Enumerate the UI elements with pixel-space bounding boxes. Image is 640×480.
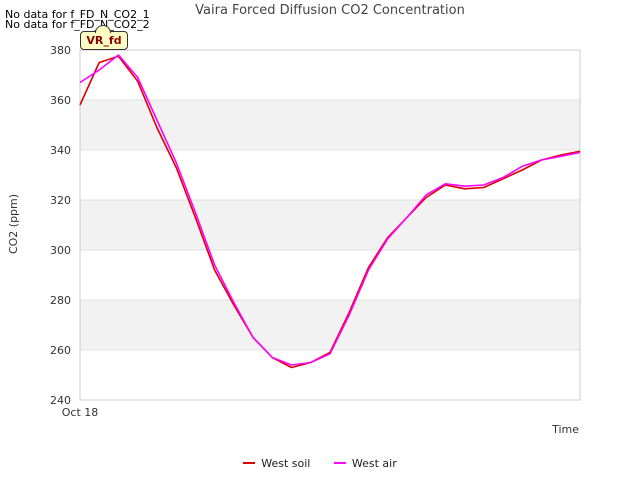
legend-swatch-west-soil — [243, 462, 256, 464]
series-lines — [79, 54, 581, 369]
legend-item-west-soil: West soil — [243, 457, 310, 470]
background-band — [80, 150, 580, 200]
y-axis-label: CO2 (ppm) — [7, 194, 20, 254]
background-band — [80, 300, 580, 350]
legend-item-west-air: West air — [333, 456, 397, 470]
y-tick-label: 340 — [50, 144, 71, 157]
x-axis-label: Time — [551, 423, 579, 436]
y-axis-ticks: 240 260 280 300 320 340 360 380 — [50, 44, 71, 407]
background-bands — [80, 50, 580, 400]
background-band — [80, 350, 580, 400]
plot-frame — [79, 49, 581, 401]
background-band — [80, 200, 580, 250]
legend-label-west-soil: West soil — [261, 456, 311, 470]
y-tick-label: 280 — [50, 294, 71, 307]
legend: West soil West air — [0, 454, 640, 470]
y-tick-label: 320 — [50, 194, 71, 207]
series-line-west-air — [79, 54, 581, 366]
legend-swatch-west-air — [333, 462, 346, 464]
x-tick-label: Oct 18 — [62, 406, 99, 419]
y-tick-label: 380 — [50, 44, 71, 57]
no-data-notice-1: No data for f_FD_N_CO2_1 — [5, 8, 150, 21]
background-band — [80, 250, 580, 300]
background-band — [80, 50, 580, 100]
site-badge: VR_fd — [80, 25, 128, 50]
legend-label-west-air: West air — [351, 456, 397, 470]
y-tick-label: 300 — [50, 244, 71, 257]
no-data-notice-2: No data for f_FD_N_CO2_2 — [5, 18, 150, 31]
y-tick-label: 240 — [50, 394, 71, 407]
x-axis-ticks: Oct 18 — [62, 406, 99, 419]
y-tick-label: 360 — [50, 94, 71, 107]
y-tick-label: 260 — [50, 344, 71, 357]
chart-title: Vaira Forced Diffusion CO2 Concentration — [195, 3, 465, 18]
